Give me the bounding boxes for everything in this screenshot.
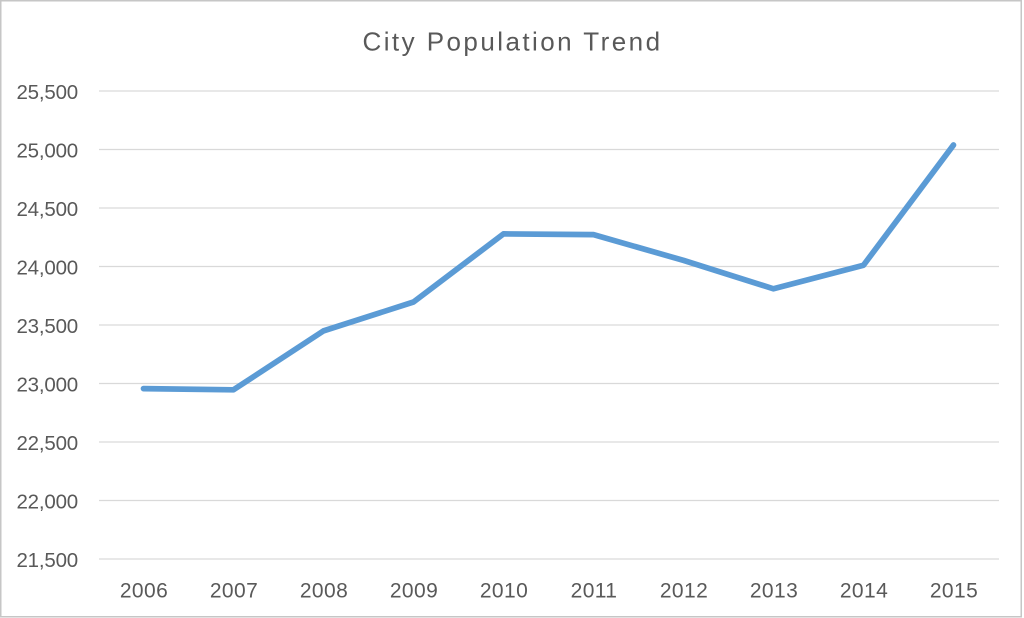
svg-text:25,500: 25,500 [16, 81, 78, 104]
svg-text:21,500: 21,500 [16, 549, 78, 572]
svg-text:2011: 2011 [571, 579, 618, 602]
svg-text:2012: 2012 [660, 579, 708, 602]
svg-text:2015: 2015 [930, 579, 978, 602]
svg-text:2006: 2006 [120, 579, 168, 602]
svg-text:22,500: 22,500 [16, 432, 78, 455]
svg-text:2010: 2010 [480, 579, 528, 602]
svg-text:23,000: 23,000 [16, 374, 78, 397]
svg-text:24,000: 24,000 [16, 257, 78, 280]
svg-text:2007: 2007 [210, 579, 258, 602]
svg-text:City Population Trend: City Population Trend [362, 26, 662, 56]
svg-text:23,500: 23,500 [16, 315, 78, 338]
svg-text:22,000: 22,000 [16, 491, 78, 514]
svg-text:2008: 2008 [300, 579, 348, 602]
svg-text:2014: 2014 [840, 579, 888, 602]
svg-text:24,500: 24,500 [16, 198, 78, 221]
svg-text:2009: 2009 [390, 579, 438, 602]
svg-text:25,000: 25,000 [16, 140, 78, 163]
svg-text:2013: 2013 [750, 579, 798, 602]
